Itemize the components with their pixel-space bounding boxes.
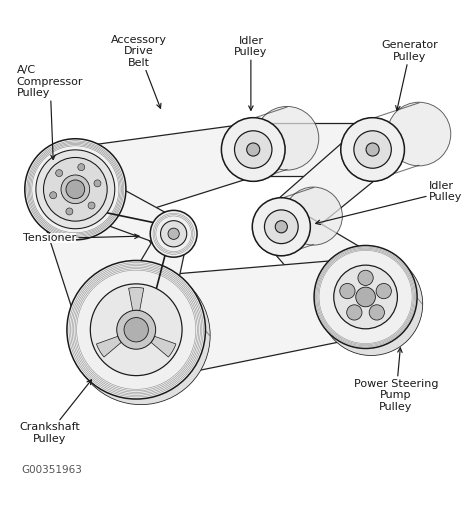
Circle shape xyxy=(235,131,272,168)
Circle shape xyxy=(117,310,155,349)
Polygon shape xyxy=(266,130,389,244)
Circle shape xyxy=(36,150,115,229)
Text: A/C
Compressor
Pulley: A/C Compressor Pulley xyxy=(17,65,83,160)
Text: Power Steering
Pump
Pulley: Power Steering Pump Pulley xyxy=(354,348,438,412)
Circle shape xyxy=(264,210,298,243)
Polygon shape xyxy=(266,209,392,328)
Circle shape xyxy=(255,107,319,170)
Circle shape xyxy=(369,305,384,320)
Polygon shape xyxy=(129,259,371,382)
Circle shape xyxy=(161,221,187,247)
Circle shape xyxy=(334,265,397,329)
Polygon shape xyxy=(128,287,144,311)
Text: Idler
Pulley: Idler Pulley xyxy=(234,36,268,110)
Polygon shape xyxy=(253,123,373,176)
Circle shape xyxy=(376,283,392,299)
Circle shape xyxy=(252,198,310,256)
Polygon shape xyxy=(96,336,121,357)
Circle shape xyxy=(284,187,342,245)
Circle shape xyxy=(124,318,148,342)
Circle shape xyxy=(341,118,404,181)
Polygon shape xyxy=(107,228,187,341)
Text: G00351963: G00351963 xyxy=(21,465,82,475)
Circle shape xyxy=(356,287,375,307)
Circle shape xyxy=(78,164,85,171)
Circle shape xyxy=(246,143,260,156)
Circle shape xyxy=(221,118,285,181)
Text: Idler
Pulley: Idler Pulley xyxy=(316,181,462,225)
Circle shape xyxy=(66,208,73,215)
Text: Accessory
Drive
Belt: Accessory Drive Belt xyxy=(110,35,166,108)
Circle shape xyxy=(44,158,107,221)
Polygon shape xyxy=(151,336,176,357)
Text: Crankshaft
Pulley: Crankshaft Pulley xyxy=(19,380,91,443)
Circle shape xyxy=(354,131,392,168)
Circle shape xyxy=(66,180,85,198)
Circle shape xyxy=(319,252,423,356)
Circle shape xyxy=(50,192,57,199)
Polygon shape xyxy=(38,173,187,351)
Circle shape xyxy=(366,143,379,156)
Circle shape xyxy=(314,245,417,348)
Circle shape xyxy=(168,228,179,239)
Circle shape xyxy=(91,284,182,376)
Circle shape xyxy=(55,170,63,177)
Circle shape xyxy=(340,283,355,299)
Polygon shape xyxy=(66,168,180,247)
Text: Tensioner: Tensioner xyxy=(23,233,139,243)
Circle shape xyxy=(67,261,205,399)
Circle shape xyxy=(61,175,90,204)
Circle shape xyxy=(358,270,373,285)
Circle shape xyxy=(25,139,126,240)
Circle shape xyxy=(275,221,287,233)
Circle shape xyxy=(88,202,95,209)
Polygon shape xyxy=(66,124,259,230)
Circle shape xyxy=(387,102,451,166)
Circle shape xyxy=(150,211,197,257)
Circle shape xyxy=(94,180,101,187)
Circle shape xyxy=(72,266,210,405)
Text: Generator
Pulley: Generator Pulley xyxy=(382,40,438,111)
Circle shape xyxy=(346,305,362,320)
